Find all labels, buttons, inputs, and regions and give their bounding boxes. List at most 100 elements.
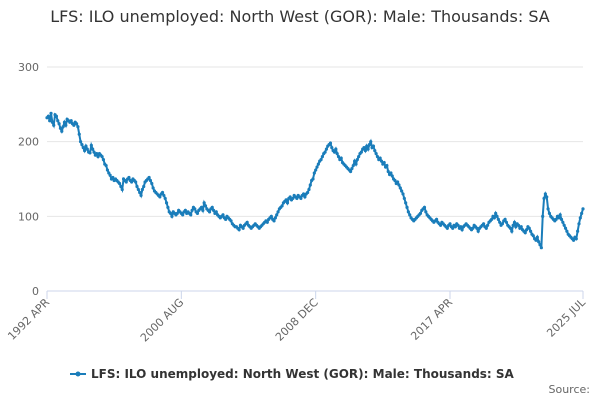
point	[434, 217, 439, 221]
point	[269, 214, 273, 218]
y-tick-label: 0	[32, 285, 39, 298]
point	[135, 184, 139, 189]
point	[74, 122, 79, 126]
point	[181, 213, 185, 217]
point	[101, 157, 106, 162]
y-tick-label: 200	[18, 136, 39, 149]
y-tick-label: 100	[18, 210, 39, 223]
point	[542, 196, 546, 201]
point	[58, 126, 63, 130]
point	[119, 184, 123, 189]
point	[495, 214, 499, 218]
point	[396, 180, 400, 184]
point	[401, 192, 405, 196]
point	[523, 231, 527, 235]
point	[241, 226, 245, 230]
point	[210, 205, 214, 209]
point	[166, 205, 170, 209]
point	[142, 184, 146, 189]
point	[273, 216, 277, 220]
point	[315, 165, 319, 169]
point	[371, 144, 376, 148]
point	[221, 213, 225, 217]
point	[561, 220, 565, 224]
point	[571, 238, 576, 242]
point	[389, 171, 393, 175]
point	[306, 190, 310, 195]
point	[56, 119, 60, 123]
point	[140, 187, 144, 192]
point	[80, 143, 84, 147]
point	[404, 201, 408, 205]
point	[64, 123, 68, 127]
point	[78, 140, 83, 144]
point	[190, 208, 194, 212]
point	[105, 168, 110, 172]
point	[484, 226, 488, 230]
point	[456, 223, 460, 227]
point	[138, 190, 142, 195]
point	[375, 155, 380, 159]
point	[160, 190, 165, 195]
point	[357, 155, 361, 159]
point	[379, 159, 384, 163]
point	[538, 243, 542, 247]
point	[541, 214, 545, 218]
point	[237, 228, 241, 232]
point	[170, 214, 174, 218]
point	[524, 228, 529, 232]
point	[276, 210, 280, 214]
point	[48, 119, 52, 123]
point	[85, 147, 89, 151]
point	[275, 213, 279, 217]
point	[545, 195, 549, 199]
point	[453, 225, 457, 229]
point	[335, 152, 339, 156]
point	[424, 210, 428, 214]
point	[320, 155, 324, 159]
y-tick-label: 300	[18, 61, 39, 74]
point	[299, 196, 303, 201]
point	[168, 211, 173, 215]
point	[148, 178, 153, 183]
point	[265, 220, 269, 224]
point	[54, 114, 59, 118]
point	[323, 150, 327, 154]
point	[366, 147, 370, 151]
point	[369, 140, 373, 144]
point	[60, 129, 64, 133]
point	[57, 122, 61, 126]
x-tick-label: 2008 DEC	[273, 296, 321, 344]
point	[76, 125, 80, 129]
point	[405, 205, 409, 209]
point	[460, 228, 464, 232]
point	[111, 175, 115, 180]
point	[245, 220, 249, 224]
point	[481, 222, 486, 226]
point	[355, 157, 359, 162]
point	[285, 201, 290, 205]
point	[81, 146, 85, 150]
point	[324, 147, 329, 151]
point	[359, 150, 363, 154]
point	[448, 222, 452, 226]
point	[83, 149, 87, 153]
point	[77, 132, 81, 136]
point	[374, 152, 378, 156]
point	[150, 181, 154, 186]
point	[147, 175, 151, 180]
point	[303, 195, 307, 199]
point	[95, 152, 99, 156]
point	[88, 151, 92, 155]
point	[62, 120, 67, 124]
point	[516, 223, 521, 227]
point	[422, 205, 427, 209]
point	[451, 226, 455, 230]
point	[350, 166, 354, 171]
point	[199, 205, 204, 209]
point	[471, 226, 475, 230]
point	[490, 217, 494, 221]
point	[580, 211, 584, 215]
point	[348, 169, 353, 174]
point	[386, 169, 390, 174]
